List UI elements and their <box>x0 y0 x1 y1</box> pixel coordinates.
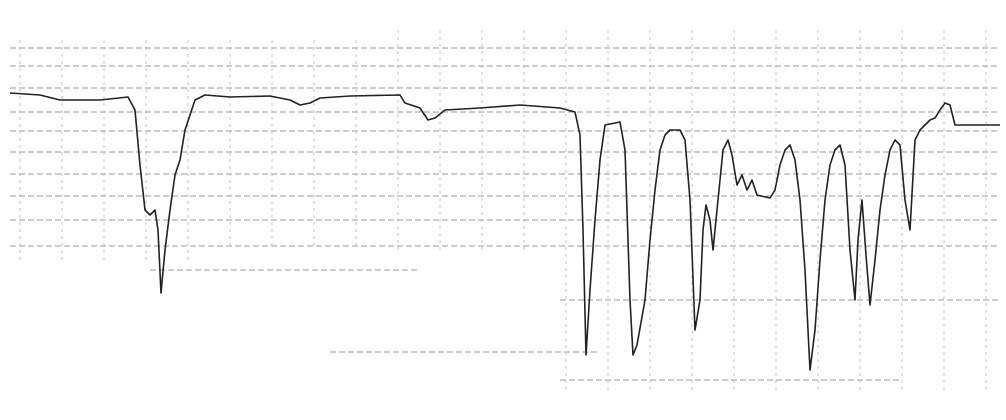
grid-lines-vertical <box>19 30 987 390</box>
spectrum-trace <box>9 92 1000 371</box>
grid <box>10 30 1000 390</box>
grid-lines-lower <box>150 269 1000 381</box>
grid-lines-horizontal <box>10 47 1000 247</box>
